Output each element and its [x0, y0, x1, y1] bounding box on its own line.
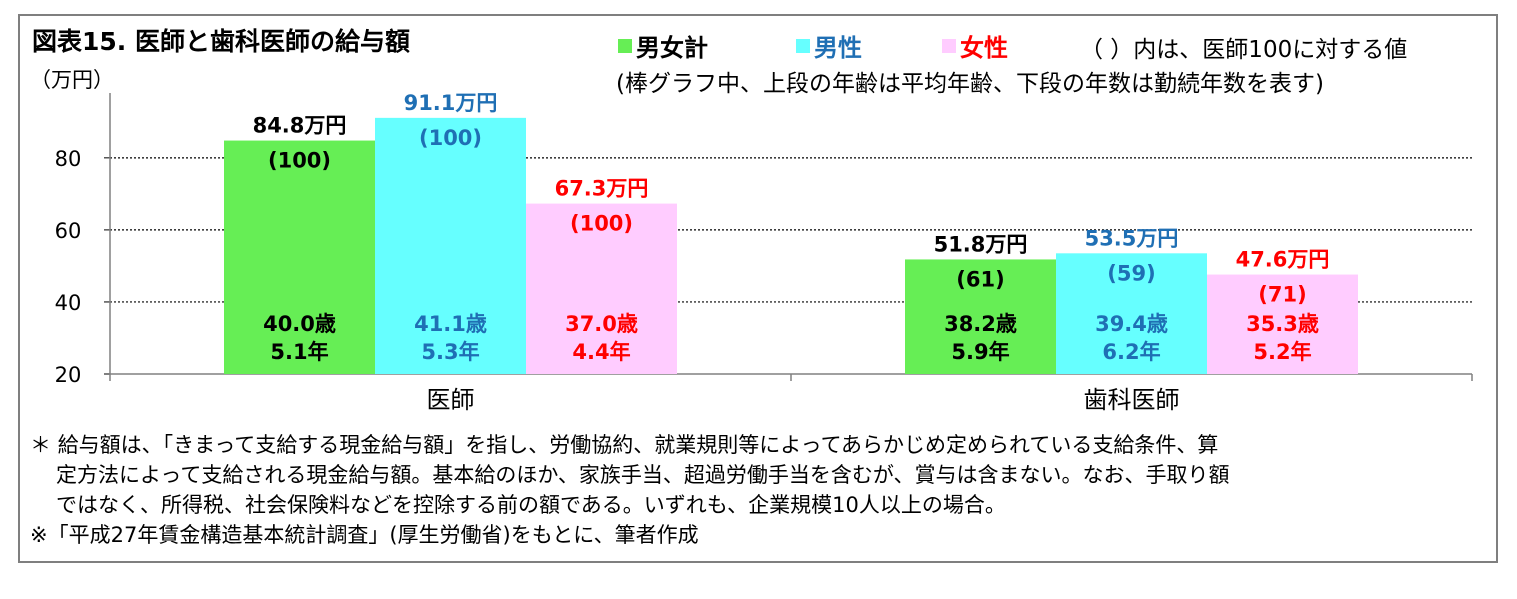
note-bar-labels: (棒グラフ中、上段の年齢は平均年齢、下段の年数は勤続年数を表す): [616, 71, 1324, 97]
chart-title: 図表15. 医師と歯科医師の給与額: [32, 27, 410, 56]
data-label-value: 51.8万円: [934, 232, 1028, 256]
y-tick-label: 20: [55, 363, 82, 387]
data-label-age: 40.0歳: [263, 312, 336, 336]
data-label-tenure: 5.1年: [270, 340, 328, 364]
footnotes: ＊ 給与額は、「きまって支給する現金給与額」を指し、労働協約、就業規則等によって…: [30, 430, 1229, 550]
data-label-index: (100): [268, 149, 331, 173]
data-label-index: (59): [1107, 261, 1155, 285]
footnote-line: ＊ 給与額は、「きまって支給する現金給与額」を指し、労働協約、就業規則等によって…: [30, 433, 1219, 457]
data-label-index: (61): [956, 267, 1004, 291]
x-category-label: 医師: [427, 386, 475, 414]
bar-0-1: [905, 259, 1056, 374]
data-label-index: (100): [419, 126, 482, 150]
legend-swatch-male: [796, 38, 810, 53]
x-category-label: 歯科医師: [1084, 386, 1180, 414]
footnote-source: ※「平成27年賃金構造基本統計調査」(厚生労働省)をもとに、筆者作成: [30, 523, 699, 547]
y-tick-label: 60: [55, 219, 82, 243]
legend-item-male: 男性: [796, 28, 862, 63]
bar-1-1: [1056, 253, 1207, 374]
data-label-value: 84.8万円: [253, 114, 347, 138]
legend-swatch-female: [942, 38, 956, 53]
y-tick-label: 40: [55, 291, 82, 315]
chart-frame: [18, 14, 1498, 563]
footnote-line: ではなく、所得税、社会保険料などを控除する前の額である。いずれも、企業規模10人…: [56, 493, 1006, 517]
bar-2-1: [1207, 274, 1358, 374]
data-label-age: 37.0歳: [565, 312, 638, 336]
bar-0-0: [224, 140, 375, 374]
data-label-value: 53.5万円: [1085, 226, 1179, 250]
legend-label-male: 男性: [814, 34, 862, 62]
data-label-age: 39.4歳: [1095, 312, 1168, 336]
data-label-value: 91.1万円: [404, 91, 498, 115]
data-label-tenure: 6.2年: [1102, 340, 1160, 364]
data-label-tenure: 5.3年: [421, 340, 479, 364]
data-label-tenure: 4.4年: [572, 340, 630, 364]
y-tick-label: 80: [55, 147, 82, 171]
data-label-age: 38.2歳: [944, 312, 1017, 336]
note-index: （ ）内は、医師100に対する値: [1080, 37, 1408, 63]
data-label-tenure: 5.9年: [951, 340, 1009, 364]
footnote-line: 定方法によって支給される現金給与額。基本給のほか、家族手当、超過労働手当を含むが…: [56, 463, 1230, 487]
data-label-tenure: 5.2年: [1253, 340, 1311, 364]
data-label-index: (100): [570, 212, 633, 236]
y-axis-unit: （万円）: [30, 68, 114, 92]
bar-1-0: [375, 117, 526, 374]
legend-item-total: 男女計: [618, 28, 708, 63]
data-label-index: (71): [1258, 283, 1306, 307]
data-label-age: 35.3歳: [1246, 312, 1319, 336]
legend-item-female: 女性: [942, 28, 1008, 63]
legend-label-total: 男女計: [636, 34, 708, 62]
data-label-value: 67.3万円: [555, 177, 649, 201]
data-label-value: 47.6万円: [1236, 248, 1330, 272]
legend-swatch-total: [618, 38, 632, 53]
bar-2-0: [526, 203, 677, 374]
data-label-age: 41.1歳: [414, 312, 487, 336]
legend-label-female: 女性: [960, 34, 1008, 62]
